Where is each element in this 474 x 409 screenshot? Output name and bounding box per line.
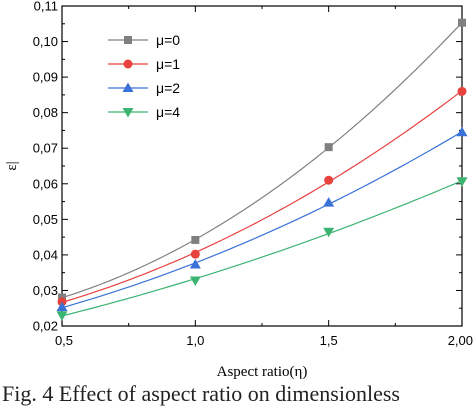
y-tick-label: 0,08 [33,105,58,120]
legend-label: μ=1 [156,56,180,72]
data-point [456,126,468,137]
data-point [324,175,334,185]
legend-label: μ=2 [156,80,180,96]
data-point [323,227,335,238]
y-tick-label: 0,06 [33,176,58,191]
legend-marker [124,36,132,44]
y-tick-label: 0,11 [34,0,58,14]
y-tick-label: 0,10 [33,34,58,49]
line-chart: 0,02 0,03 0,04 0,05 0,06 0,07 0,08 0,09 0,10 0,11… [4,0,473,380]
data-point [324,143,333,152]
data-point [457,86,467,96]
data-point [458,18,466,27]
data-point [191,235,200,244]
y-tick-label: 0,09 [33,70,58,85]
legend-label: μ=4 [156,104,180,120]
x-tick-label: 1,0 [186,333,204,348]
y-tick-label: 0,04 [33,247,58,262]
x-tick-label: 0,5 [55,333,73,348]
series-line [61,180,463,317]
data-point [56,301,68,312]
x-axis-title: Aspect ratio(η) [217,364,308,380]
data-point [56,311,68,321]
legend-label: μ=0 [156,32,180,48]
series-line [61,131,463,309]
legend-marker [122,108,134,118]
data-point [323,197,335,207]
figure-caption: Fig. 4 Effect of aspect ratio on dimensi… [2,381,400,406]
y-tick-label: 0,02 [33,319,58,334]
series-line [61,22,463,299]
data-point [189,258,201,269]
legend-marker [122,82,134,92]
x-tick-label: 1,5 [320,333,338,348]
data-point [456,177,468,187]
data-point [190,249,200,259]
y-tick-label: 0,07 [33,141,58,156]
series-line [61,90,463,303]
y-tick-label: 0,05 [33,212,58,227]
y-tick-label: 0,03 [33,283,58,298]
legend-marker [123,59,133,69]
y-axis-title: ε| [4,161,20,170]
x-tick-label: 2,00 [448,333,473,348]
data-point [189,276,201,286]
